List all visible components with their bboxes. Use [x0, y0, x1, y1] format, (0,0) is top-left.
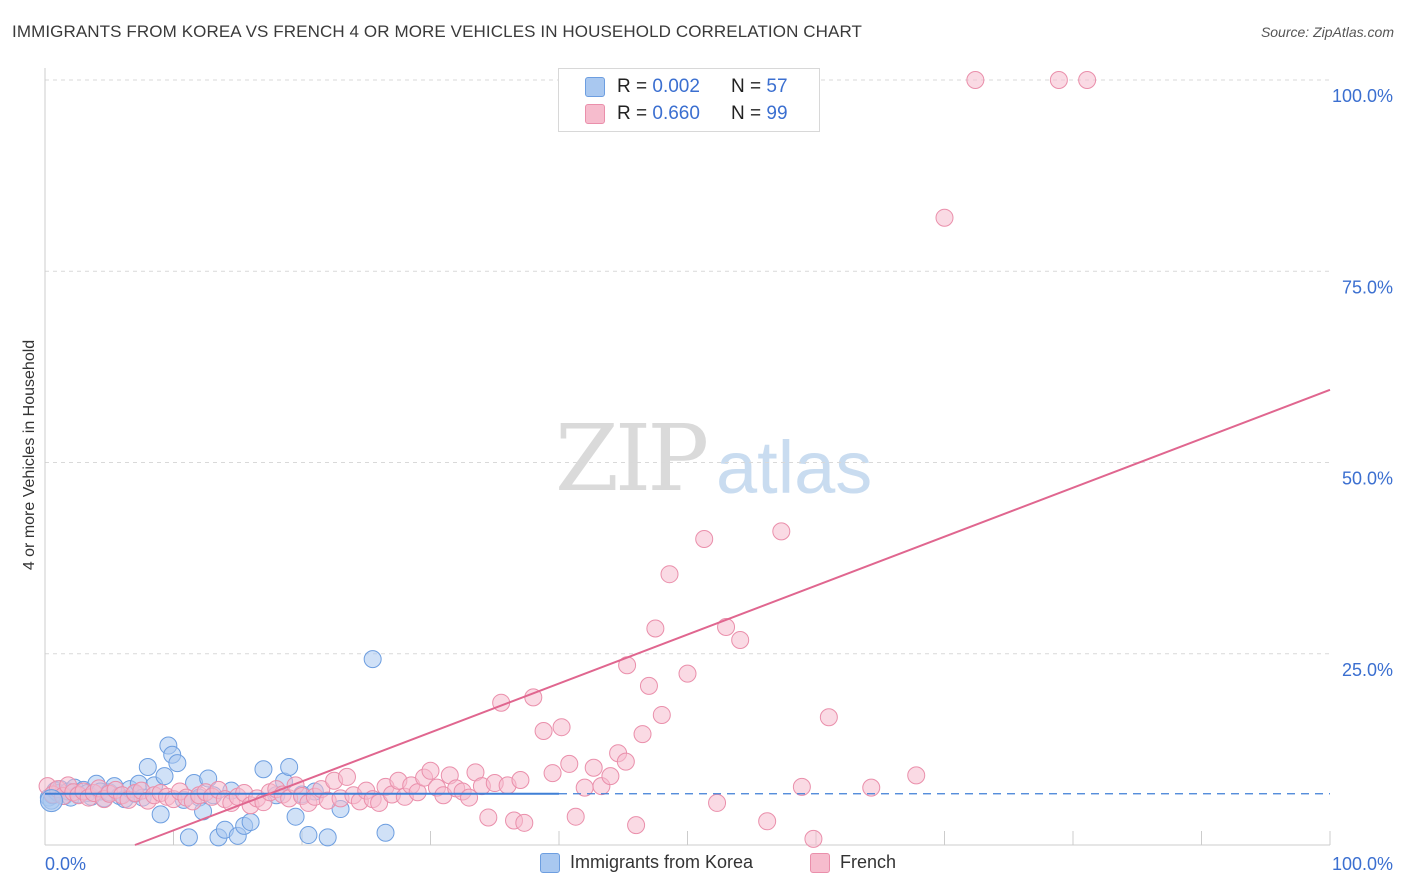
korea-point: [363, 650, 382, 669]
french-point: [862, 778, 881, 797]
french-point: [543, 764, 562, 783]
french-point: [515, 813, 534, 832]
korea-point: [168, 754, 187, 773]
french-point: [511, 770, 530, 789]
french-point: [421, 761, 440, 780]
french-point: [534, 722, 553, 741]
bottom-legend-korea: Immigrants from Korea: [540, 852, 753, 873]
french-point: [627, 816, 646, 835]
legend-n-korea: N = 57: [731, 76, 788, 97]
french-point: [652, 705, 671, 724]
french-point: [678, 664, 697, 683]
korea-point: [39, 789, 63, 813]
french-point: [695, 530, 714, 548]
french-point: [601, 767, 620, 786]
watermark-atlas: atlas: [716, 426, 873, 509]
french-point: [792, 777, 811, 796]
french-point: [731, 630, 750, 649]
y-tick-label: 25.0%: [1342, 660, 1393, 680]
korea-point: [138, 757, 157, 776]
korea-point: [299, 826, 318, 845]
french-point: [758, 812, 777, 831]
french-point: [560, 754, 579, 773]
legend-r-french: R = 0.660: [617, 103, 700, 124]
korea-point: [155, 767, 174, 786]
french-point: [337, 767, 356, 786]
bottom-legend-swatch-korea: [540, 852, 560, 873]
watermark-zip: ZIP: [555, 405, 709, 512]
french-trend-line: [134, 388, 1331, 846]
french-point: [804, 829, 823, 848]
bottom-legend-french: French: [810, 852, 896, 873]
french-point: [717, 617, 736, 636]
french-point: [819, 708, 838, 727]
french-point: [1049, 71, 1068, 89]
legend: R = 0.002 N = 57 R = 0.660 N = 99: [558, 68, 820, 132]
korea-point: [151, 805, 170, 824]
french-point: [646, 619, 665, 638]
french-point: [660, 565, 679, 584]
french-point: [616, 752, 635, 771]
french-point: [708, 793, 727, 812]
y-tick-label: 100.0%: [1332, 86, 1393, 106]
x-tick-label: 0.0%: [45, 854, 86, 874]
french-point: [772, 522, 791, 541]
korea-point: [254, 760, 273, 779]
korea-point: [286, 807, 305, 826]
french-point: [935, 208, 954, 227]
french-point: [584, 758, 603, 777]
legend-swatch-korea: [585, 77, 605, 97]
french-point: [966, 71, 985, 89]
korea-point: [376, 823, 395, 842]
x-tick-label: 100.0%: [1332, 854, 1393, 874]
bottom-legend-swatch-french: [810, 852, 830, 873]
legend-swatch-french: [585, 104, 605, 124]
korea-point: [280, 757, 299, 776]
bottom-legend-label-korea: Immigrants from Korea: [570, 852, 754, 872]
y-tick-label: 75.0%: [1342, 277, 1393, 297]
french-point: [1078, 71, 1097, 89]
chart-title: IMMIGRANTS FROM KOREA VS FRENCH 4 OR MOR…: [12, 22, 863, 41]
french-point: [633, 725, 652, 744]
bottom-legend-label-french: French: [840, 852, 897, 872]
french-point: [639, 676, 658, 695]
y-tick-label: 50.0%: [1342, 469, 1393, 489]
korea-point: [241, 813, 260, 832]
french-point: [479, 808, 498, 827]
french-point: [566, 807, 585, 826]
legend-r-korea: R = 0.002: [617, 76, 700, 97]
korea-point: [179, 828, 198, 847]
korea-point: [318, 828, 337, 847]
french-point: [907, 766, 926, 785]
french-point: [552, 718, 571, 737]
legend-n-french: N = 99: [731, 103, 788, 124]
source-credit: Source: ZipAtlas.com: [1260, 24, 1394, 40]
